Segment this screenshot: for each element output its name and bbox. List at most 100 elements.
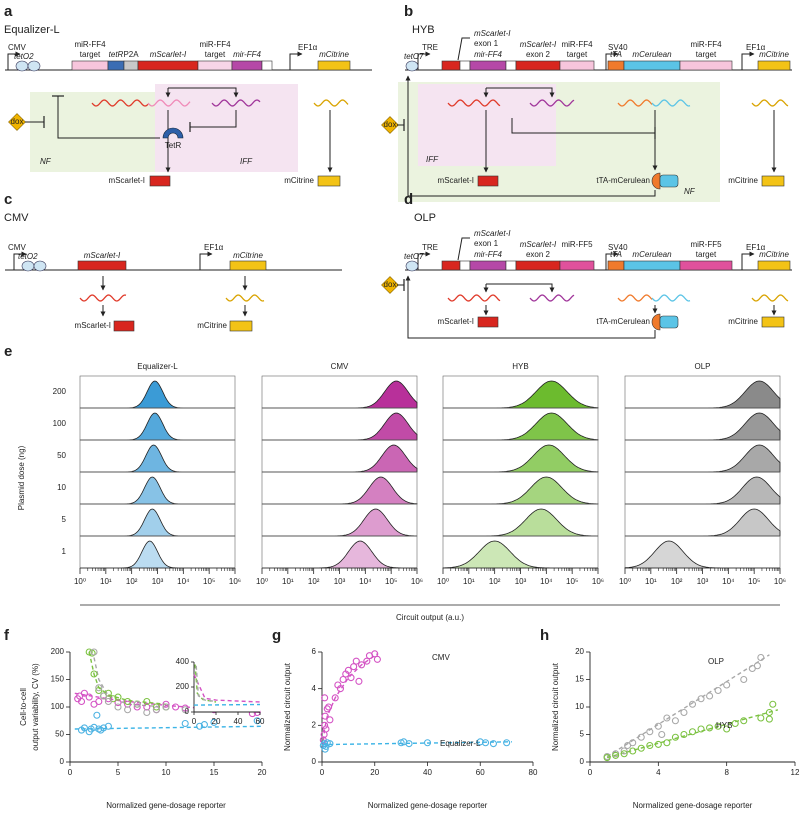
y-axis-label: Normalized circuit output	[551, 662, 560, 751]
data-point	[757, 714, 765, 722]
y-tick-label: 20	[575, 647, 584, 656]
data-point	[114, 703, 122, 711]
gene-box	[607, 60, 625, 71]
x-tick-label: 40	[423, 768, 432, 777]
gene-box	[441, 60, 461, 71]
y-tick-label: 50	[55, 730, 64, 739]
region	[155, 84, 298, 172]
x-tick-label: 60	[476, 768, 485, 777]
dose-label: 10	[57, 483, 66, 492]
data-point	[162, 703, 170, 711]
diagram-label: target	[696, 250, 717, 259]
mrna	[751, 99, 789, 107]
data-point	[476, 738, 484, 746]
y-tick-label: 200	[51, 647, 65, 656]
x-tick-label: 20	[370, 768, 379, 777]
data-point	[331, 694, 339, 702]
data-point	[152, 703, 160, 711]
x-tick-label: 5	[116, 768, 121, 777]
x-tick-label: 0	[588, 768, 593, 777]
x-tick-label: 10⁰	[437, 577, 449, 586]
histogram	[625, 412, 781, 441]
x-tick-label: 10⁶	[592, 577, 604, 586]
diagram-label: P2A	[123, 50, 139, 59]
promoter	[289, 51, 303, 70]
data-point	[671, 733, 679, 741]
connector	[190, 110, 237, 128]
data-point	[143, 708, 151, 717]
y-tick-label: 0	[580, 757, 585, 766]
data-point	[80, 689, 88, 697]
histogram	[625, 476, 781, 505]
diagram-label: mScarlet-I	[474, 229, 511, 238]
inset-bg	[194, 662, 260, 712]
gene-box	[623, 60, 681, 71]
dox	[381, 276, 399, 294]
dose-label: 200	[53, 387, 67, 396]
diagram-label: mCitrine	[759, 50, 789, 59]
data-point	[104, 697, 112, 706]
panel-title: Equalizer-L	[137, 362, 178, 371]
diagram-label: TRE	[422, 43, 438, 52]
histogram	[624, 540, 780, 569]
mrna	[651, 294, 691, 302]
x-tick-label: 4	[656, 768, 661, 777]
data-point	[489, 740, 497, 748]
data-point	[196, 722, 204, 730]
mrna	[211, 99, 261, 107]
promoter	[13, 251, 27, 270]
data-point	[503, 739, 511, 747]
panel-title: Equalizer-L	[4, 24, 60, 36]
data-point	[706, 692, 714, 700]
mrna	[91, 99, 149, 107]
operator	[15, 60, 29, 72]
diagram-label: mCitrine	[319, 50, 349, 59]
data-point	[697, 695, 705, 703]
diagram-label: dox	[384, 120, 397, 129]
diagram-label: EF1α	[746, 243, 766, 252]
histogram	[625, 380, 781, 409]
x-tick-label: 20	[258, 768, 267, 777]
data-point	[637, 744, 645, 752]
diagram-label: mScarlet-I	[438, 176, 474, 185]
diagram-label: mScarlet-I	[520, 240, 557, 249]
gene-box	[231, 60, 263, 71]
histogram	[625, 444, 781, 473]
diagram-label: miR-FF4	[690, 40, 722, 49]
operator	[33, 260, 47, 272]
diagram-label: mScarlet-I	[474, 29, 511, 38]
diagram-label: dox	[384, 280, 397, 289]
histogram	[443, 508, 598, 537]
series-label: OLP	[708, 657, 724, 666]
diagram-label: tetR	[109, 50, 124, 59]
x-tick-label: 10⁴	[540, 577, 553, 586]
protein	[761, 316, 785, 328]
data-point	[114, 693, 122, 701]
series-label: HYB	[716, 721, 732, 730]
protein	[149, 175, 171, 187]
data-point	[104, 722, 112, 730]
data-point	[253, 717, 261, 725]
dox	[381, 116, 399, 134]
x-tick-label: 10²	[308, 577, 320, 586]
histogram	[80, 412, 235, 441]
x-tick-label: 0	[68, 768, 73, 777]
x-tick-label: 10⁵	[566, 577, 578, 586]
x-tick-label: 10¹	[282, 577, 294, 586]
fit-line	[321, 741, 512, 746]
diagram-label: mCitrine	[728, 317, 758, 326]
diagram-label: mCerulean	[632, 50, 672, 59]
data-point	[143, 697, 151, 706]
diagram-label: miR-FF4	[561, 40, 593, 49]
diagram-label: miR-FF4	[74, 40, 106, 49]
data-point	[321, 712, 329, 720]
data-point	[336, 685, 345, 693]
gene-box	[71, 60, 109, 71]
x-tick-label: 80	[529, 768, 538, 777]
data-point	[769, 700, 777, 708]
panel-title: CMV	[4, 212, 29, 224]
diagram-label: mCitrine	[759, 250, 789, 259]
data-point	[90, 670, 98, 678]
data-point	[326, 716, 334, 724]
histogram	[262, 412, 418, 441]
